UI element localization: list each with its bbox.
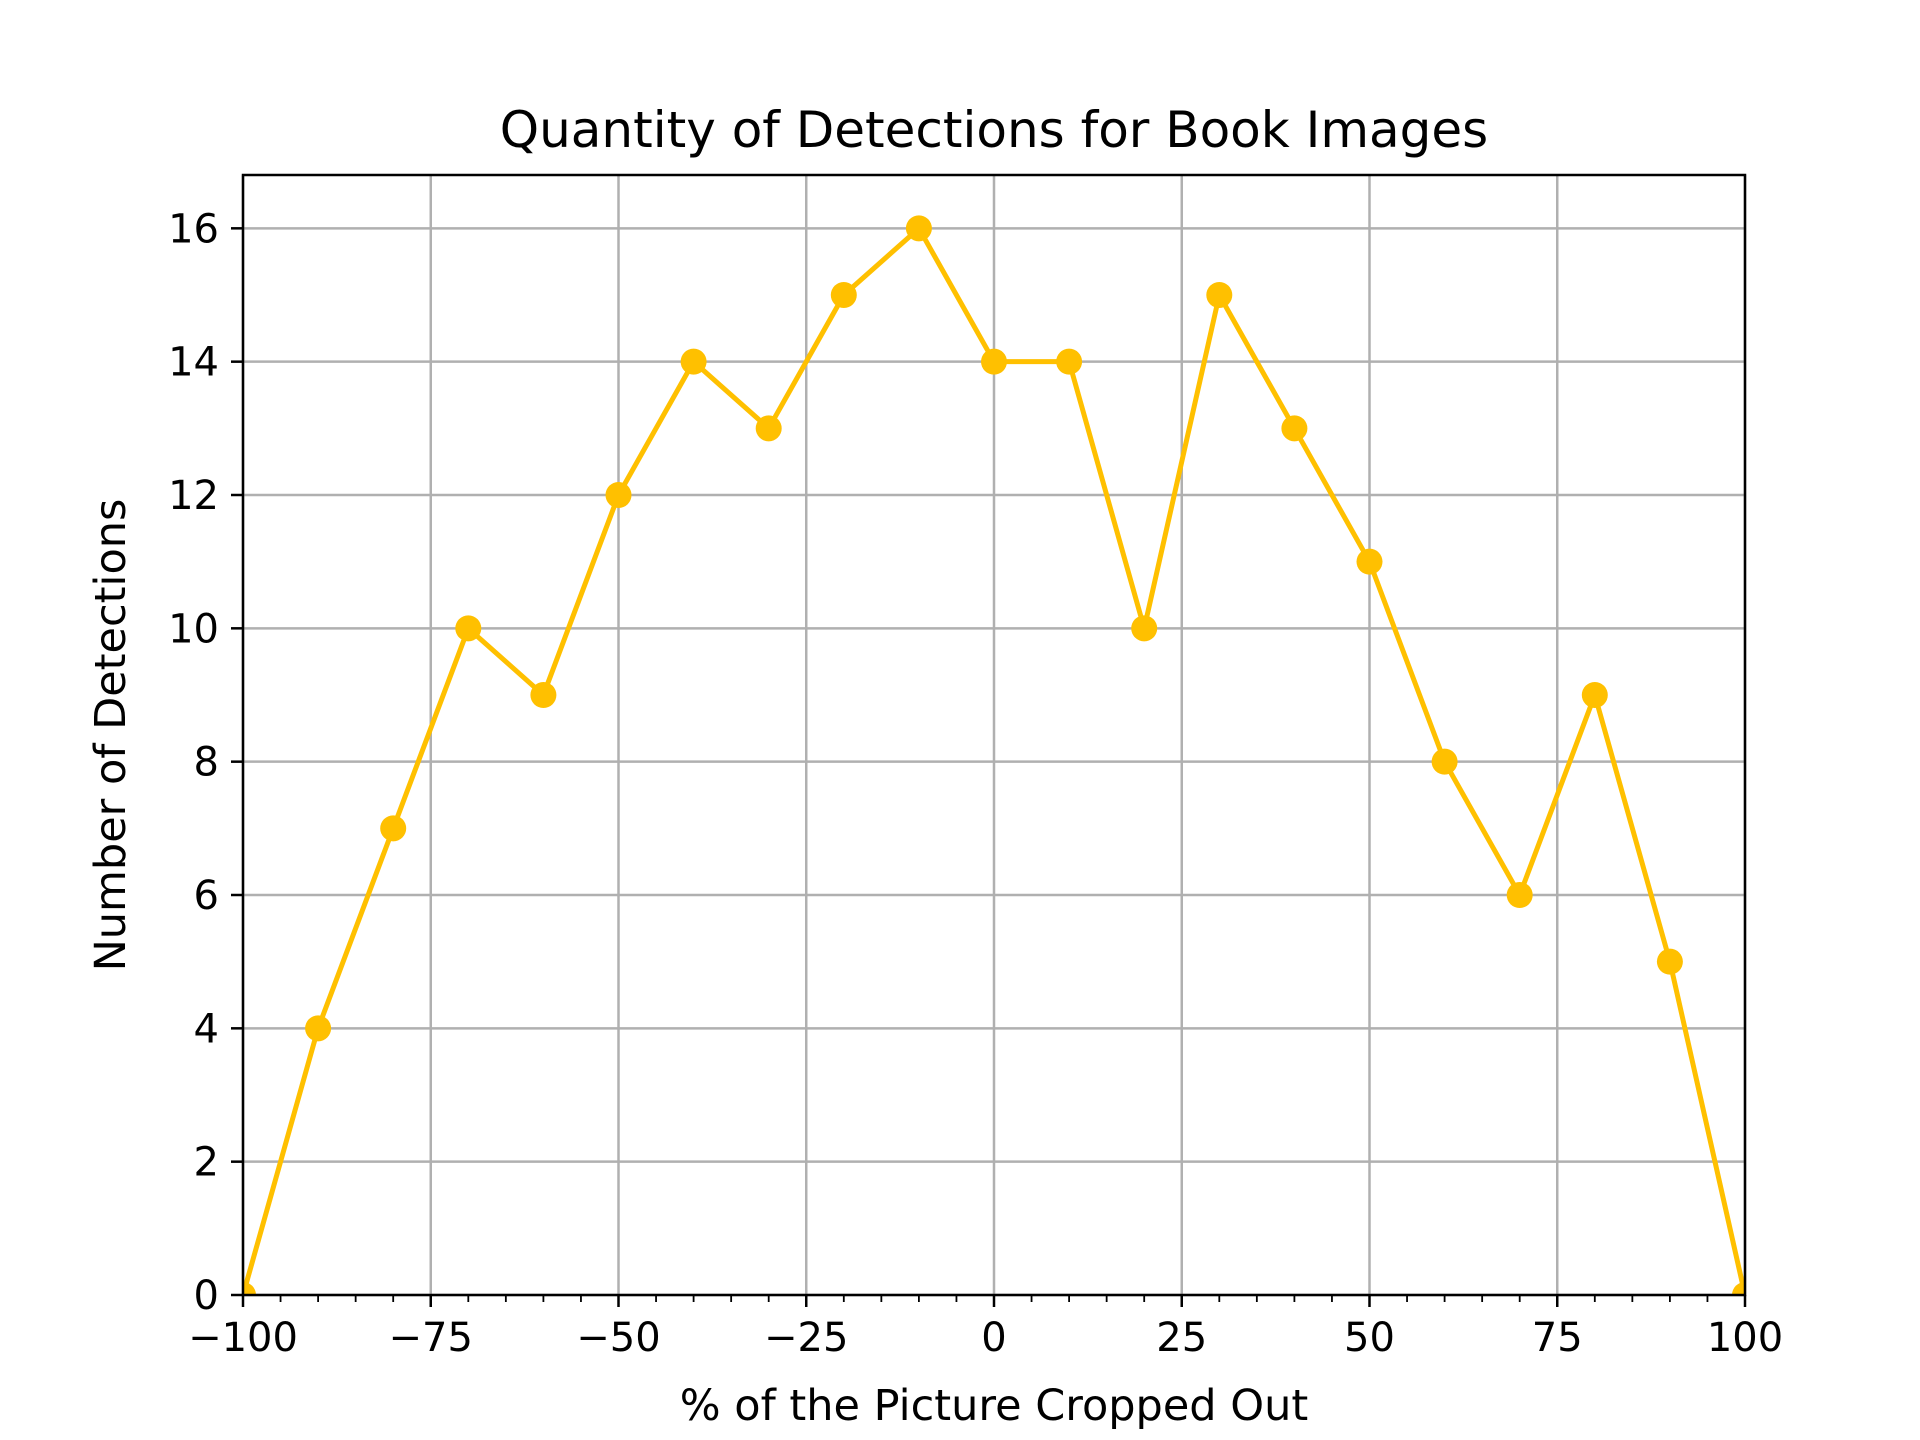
data-point — [1656, 948, 1683, 975]
grid — [241, 175, 1747, 1297]
axis-ticks: −100 −75 −50 −25 0 25 50 75 100 0 2 4 6 8 10 12 14 16 — [168, 206, 1783, 1361]
x-tick-label: −75 — [389, 1315, 473, 1361]
data-point — [1431, 748, 1458, 775]
data-point — [1056, 348, 1083, 375]
data-point — [680, 348, 707, 375]
x-tick-label: −50 — [576, 1315, 660, 1361]
data-point — [305, 1015, 332, 1042]
x-tick-label: 100 — [1707, 1315, 1783, 1361]
data-point — [530, 682, 557, 708]
data-point — [1356, 548, 1383, 575]
data-point — [1581, 682, 1608, 708]
data-point — [455, 615, 482, 642]
x-tick-label: −25 — [764, 1315, 848, 1361]
y-tick-label: 4 — [194, 1006, 219, 1052]
y-tick-label: 16 — [168, 206, 219, 252]
chart-title: Quantity of Detections for Book Images — [500, 101, 1489, 159]
data-point — [1281, 415, 1308, 442]
x-tick-label: 0 — [981, 1315, 1006, 1361]
data-point — [1506, 882, 1533, 908]
y-axis-label: Number of Detections — [86, 499, 136, 972]
data-point — [605, 482, 632, 508]
y-tick-label: 6 — [194, 873, 219, 919]
data-point — [243, 1282, 256, 1295]
data-point — [1131, 615, 1158, 642]
data-point — [380, 815, 407, 842]
x-tick-label: −100 — [188, 1315, 298, 1361]
series-layer — [243, 215, 1745, 1295]
y-tick-label: 2 — [194, 1140, 219, 1186]
y-tick-label: 0 — [194, 1273, 219, 1319]
x-axis-label: % of the Picture Cropped Out — [680, 1381, 1308, 1431]
data-point — [830, 282, 857, 308]
x-tick-label: 25 — [1156, 1315, 1207, 1361]
y-tick-label: 12 — [168, 473, 219, 519]
y-tick-label: 14 — [168, 340, 219, 386]
y-tick-label: 8 — [194, 740, 219, 786]
x-tick-label: 75 — [1532, 1315, 1583, 1361]
data-point — [905, 215, 932, 242]
data-point — [755, 415, 782, 442]
data-point — [1732, 1282, 1745, 1295]
data-point — [981, 348, 1007, 375]
data-point — [1206, 282, 1233, 308]
y-tick-label: 10 — [168, 606, 219, 652]
x-tick-label: 50 — [1344, 1315, 1395, 1361]
